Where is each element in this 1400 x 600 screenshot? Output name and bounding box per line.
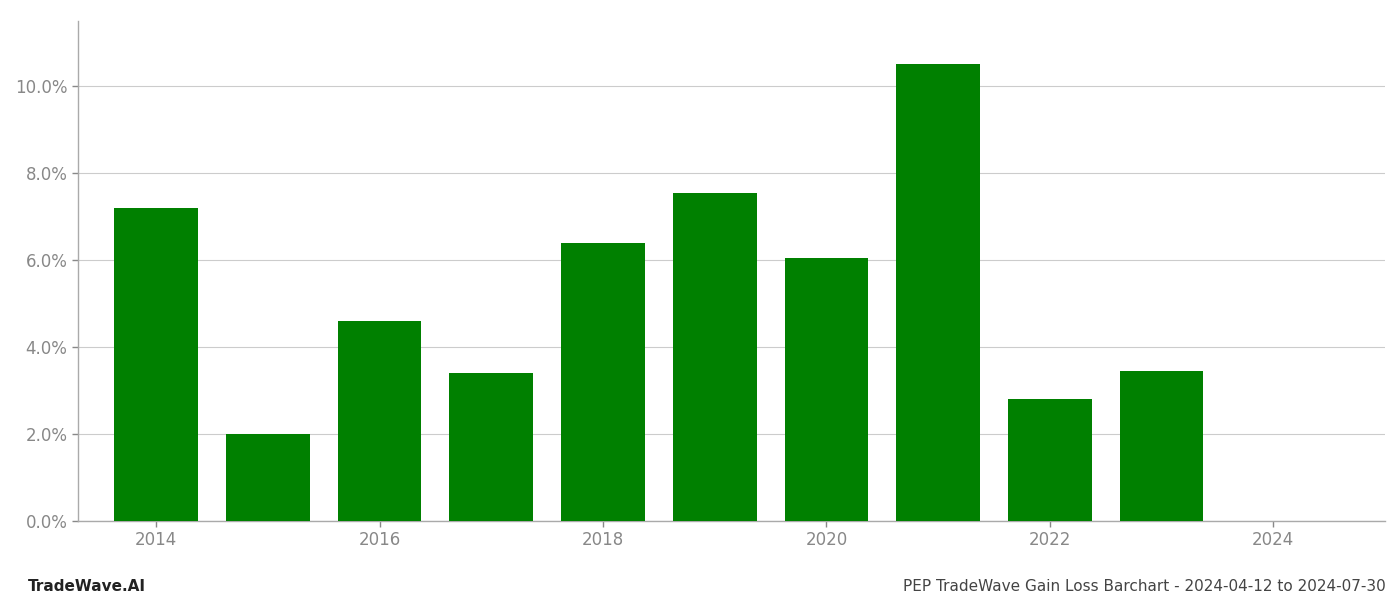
Bar [225, 434, 309, 521]
Bar [561, 242, 645, 521]
Bar [784, 258, 868, 521]
Text: TradeWave.AI: TradeWave.AI [28, 579, 146, 594]
Bar [1120, 371, 1204, 521]
Bar [115, 208, 197, 521]
Bar [896, 64, 980, 521]
Text: PEP TradeWave Gain Loss Barchart - 2024-04-12 to 2024-07-30: PEP TradeWave Gain Loss Barchart - 2024-… [903, 579, 1386, 594]
Bar [337, 321, 421, 521]
Bar [673, 193, 756, 521]
Bar [449, 373, 533, 521]
Bar [1008, 399, 1092, 521]
